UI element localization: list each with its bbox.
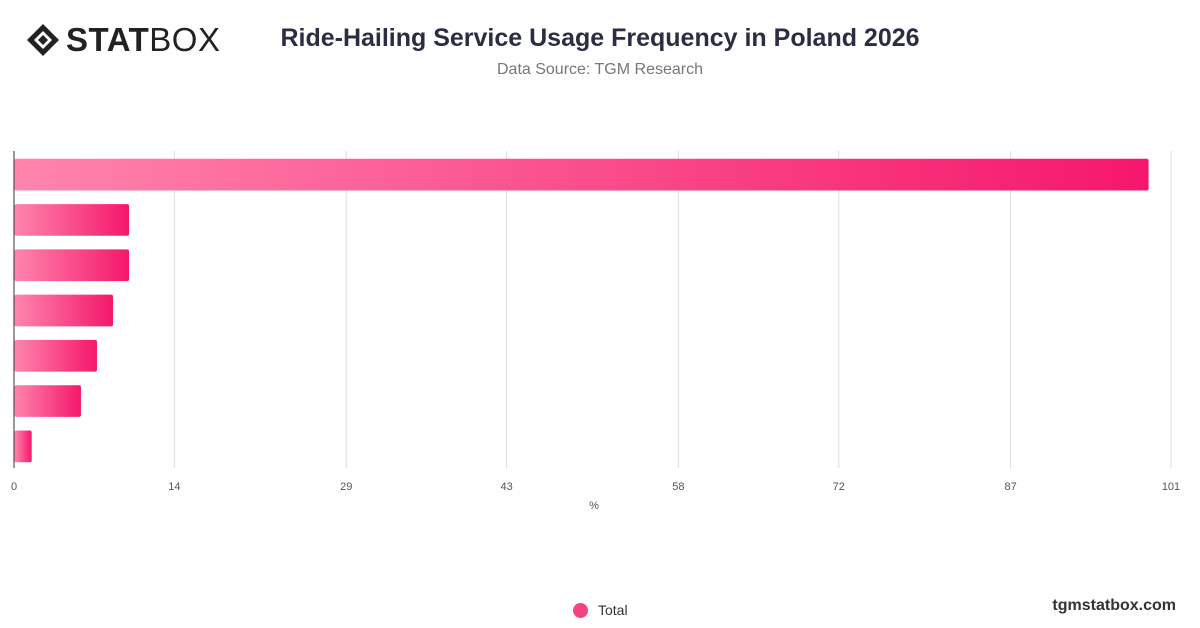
diamond-logo-icon [27,24,59,56]
bar[interactable] [14,204,130,236]
bar[interactable] [14,385,81,417]
legend-label-total: Total [598,602,628,618]
x-tick-label: 101 [1162,481,1180,493]
footer-url: tgmstatbox.com [1052,597,1176,614]
bar[interactable] [14,294,114,327]
bar[interactable] [14,158,1149,191]
statbox-logo: STATBOX [26,22,220,58]
bar[interactable] [14,249,130,282]
bar[interactable] [14,430,32,463]
x-tick-label: 29 [340,481,352,493]
chart-subtitle: Data Source: TGM Research [496,61,703,78]
legend[interactable]: Total [573,602,628,618]
x-tick-labels: 0 14 29 43 58 72 87 101 [11,481,1180,493]
x-tick-label: 87 [1004,481,1016,493]
logo-wordmark-light: BOX [149,21,221,58]
chart-title: Ride-Hailing Service Usage Frequency in … [280,24,920,52]
legend-dot-icon [573,602,588,618]
x-axis-label: % [589,500,599,512]
bar[interactable] [14,339,97,372]
x-tick-label: 14 [168,481,180,493]
logo-wordmark: STATBOX [66,22,220,58]
grid-lines [13,151,1172,468]
x-tick-label: 43 [500,481,512,493]
x-tick-label: 72 [833,481,845,493]
bar-chart: 0 14 29 43 58 72 87 101 % [11,151,1180,512]
x-tick-label: 0 [11,481,17,493]
logo-wordmark-bold: STAT [66,21,150,58]
x-tick-label: 58 [672,481,684,493]
bars [14,158,1149,463]
